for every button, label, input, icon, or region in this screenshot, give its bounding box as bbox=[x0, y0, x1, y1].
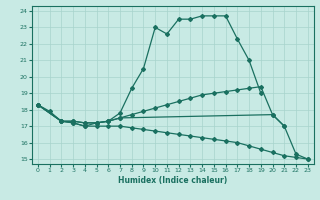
X-axis label: Humidex (Indice chaleur): Humidex (Indice chaleur) bbox=[118, 176, 228, 185]
